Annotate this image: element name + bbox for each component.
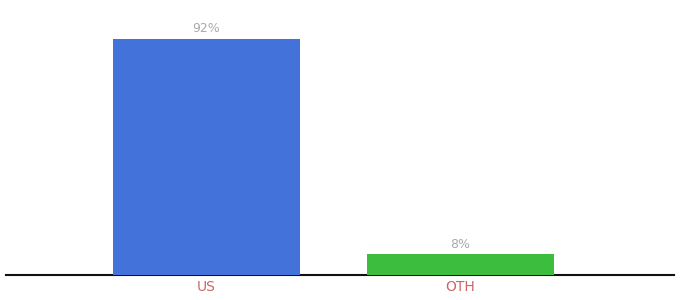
Text: 92%: 92% [192, 22, 220, 35]
Bar [367, 254, 554, 275]
Bar [113, 39, 300, 275]
Text: 8%: 8% [450, 238, 471, 250]
